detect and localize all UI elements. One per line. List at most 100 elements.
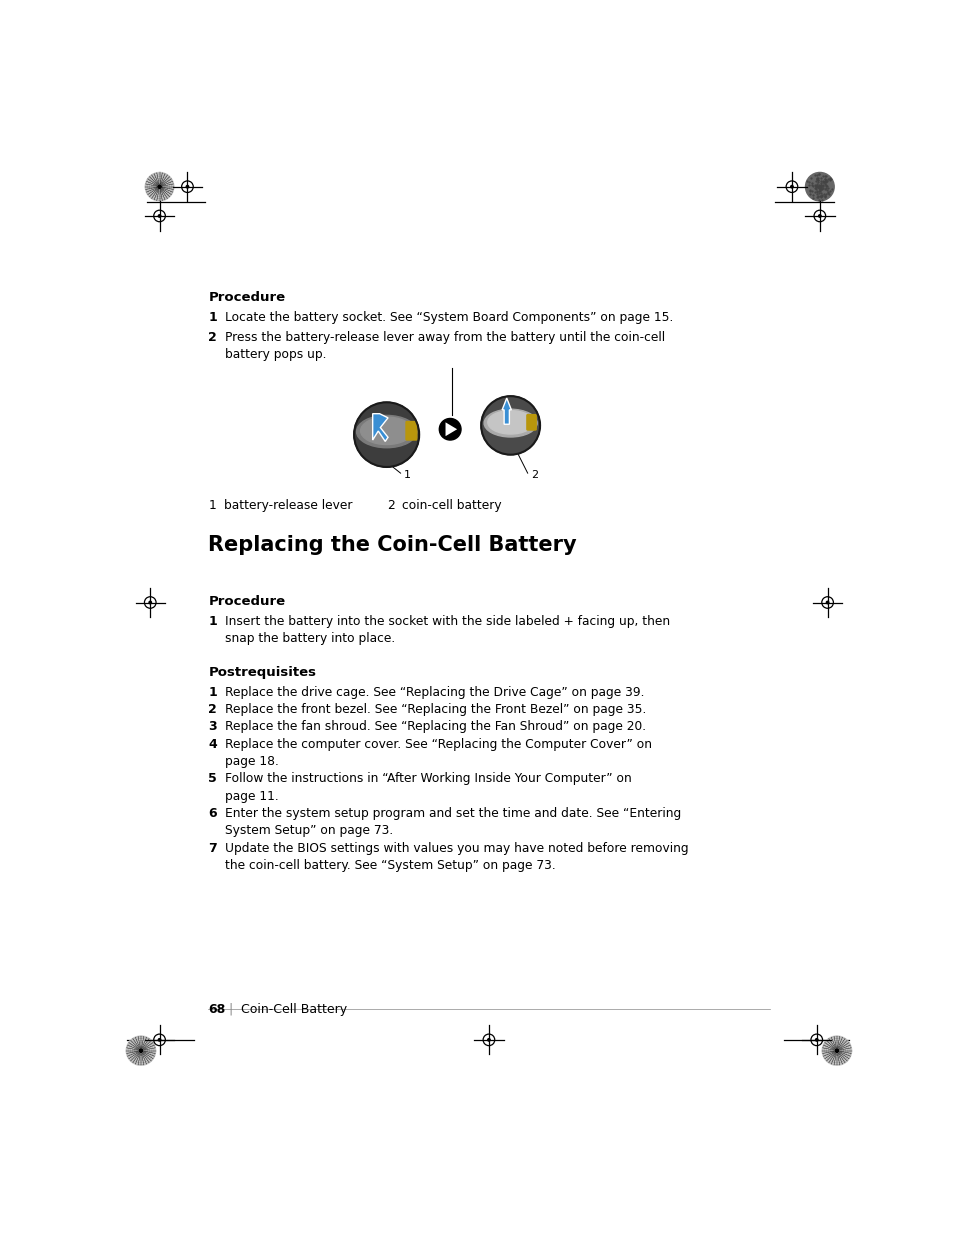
Circle shape [186, 185, 189, 188]
Circle shape [149, 177, 171, 198]
Circle shape [822, 1037, 850, 1065]
Circle shape [828, 1042, 844, 1058]
Ellipse shape [483, 409, 537, 437]
Circle shape [135, 1045, 147, 1056]
Circle shape [790, 185, 792, 188]
Text: 1: 1 [403, 471, 410, 480]
Circle shape [137, 1047, 145, 1055]
Circle shape [147, 174, 172, 199]
Circle shape [831, 1046, 841, 1055]
Circle shape [130, 1040, 152, 1062]
Text: 4: 4 [208, 737, 217, 751]
Text: 1: 1 [208, 615, 217, 627]
Text: Procedure: Procedure [208, 595, 285, 608]
Ellipse shape [360, 417, 413, 445]
Text: Replace the front bezel. See “Replacing the Front Bezel” on page 35.: Replace the front bezel. See “Replacing … [225, 703, 646, 716]
Polygon shape [445, 422, 456, 436]
Text: page 11.: page 11. [225, 789, 279, 803]
Polygon shape [501, 398, 511, 425]
Text: Replace the computer cover. See “Replacing the Computer Cover” on: Replace the computer cover. See “Replaci… [225, 737, 652, 751]
Circle shape [439, 419, 460, 440]
Circle shape [150, 177, 170, 196]
Text: Coin-Cell Battery: Coin-Cell Battery [241, 1003, 347, 1016]
Text: Insert the battery into the socket with the side labeled + facing up, then: Insert the battery into the socket with … [225, 615, 670, 627]
Circle shape [136, 1046, 146, 1055]
Circle shape [133, 1044, 148, 1058]
Circle shape [140, 1050, 142, 1051]
Circle shape [354, 403, 418, 467]
Text: Press the battery-release lever away from the battery until the coin-cell: Press the battery-release lever away fro… [225, 331, 665, 345]
Circle shape [158, 185, 160, 188]
Circle shape [146, 173, 172, 200]
Circle shape [139, 1049, 143, 1052]
Circle shape [132, 1041, 150, 1060]
Circle shape [157, 185, 161, 189]
Circle shape [158, 1039, 161, 1041]
Text: Replacing the Coin-Cell Battery: Replacing the Coin-Cell Battery [208, 535, 577, 555]
Text: 1: 1 [208, 685, 217, 699]
Circle shape [830, 1045, 842, 1057]
Circle shape [151, 178, 169, 195]
Circle shape [157, 185, 161, 189]
Ellipse shape [356, 415, 416, 448]
Circle shape [145, 173, 173, 201]
Text: 2: 2 [386, 499, 394, 511]
Circle shape [825, 601, 828, 604]
Circle shape [825, 1040, 847, 1062]
Text: |: | [229, 1003, 233, 1016]
FancyBboxPatch shape [406, 421, 416, 440]
Text: snap the battery into place.: snap the battery into place. [225, 632, 395, 645]
Circle shape [827, 1041, 845, 1060]
Circle shape [834, 1049, 838, 1052]
Circle shape [153, 180, 166, 193]
Circle shape [139, 1049, 143, 1052]
Circle shape [832, 1047, 840, 1055]
Ellipse shape [487, 410, 533, 433]
Circle shape [815, 1039, 817, 1041]
Circle shape [152, 179, 168, 195]
Circle shape [834, 1049, 838, 1052]
Circle shape [128, 1037, 153, 1063]
Circle shape [158, 215, 161, 217]
Text: 2: 2 [208, 703, 217, 716]
Text: 2: 2 [530, 471, 537, 480]
Text: 68: 68 [208, 1003, 226, 1016]
Text: Locate the battery socket. See “System Board Components” on page 15.: Locate the battery socket. See “System B… [225, 311, 673, 325]
Circle shape [134, 1045, 147, 1057]
Circle shape [155, 183, 163, 190]
Text: Procedure: Procedure [208, 291, 285, 304]
Circle shape [823, 1037, 849, 1063]
Circle shape [129, 1039, 152, 1062]
Circle shape [132, 1042, 149, 1058]
Circle shape [154, 182, 165, 191]
Text: 2: 2 [208, 331, 217, 345]
Circle shape [826, 1041, 846, 1061]
Circle shape [833, 1047, 839, 1053]
FancyBboxPatch shape [526, 415, 536, 430]
Text: battery pops up.: battery pops up. [225, 348, 327, 362]
Circle shape [156, 184, 162, 189]
Circle shape [127, 1037, 154, 1065]
Circle shape [835, 1050, 837, 1051]
Circle shape [149, 601, 152, 604]
Circle shape [148, 175, 171, 199]
Text: Update the BIOS settings with values you may have noted before removing: Update the BIOS settings with values you… [225, 841, 688, 855]
Text: Follow the instructions in “After Working Inside Your Computer” on: Follow the instructions in “After Workin… [225, 772, 632, 785]
Circle shape [487, 1039, 490, 1041]
Circle shape [829, 1044, 843, 1058]
Circle shape [155, 183, 164, 191]
Circle shape [830, 1045, 841, 1056]
Circle shape [138, 1047, 144, 1053]
Circle shape [804, 173, 833, 201]
Text: 5: 5 [208, 772, 217, 785]
Text: Enter the system setup program and set the time and date. See “Entering: Enter the system setup program and set t… [225, 806, 681, 820]
Circle shape [131, 1041, 151, 1061]
Text: 1: 1 [208, 499, 216, 511]
Circle shape [126, 1036, 155, 1066]
Text: 1: 1 [208, 311, 217, 325]
Text: page 18.: page 18. [225, 755, 279, 768]
Text: Replace the fan shroud. See “Replacing the Fan Shroud” on page 20.: Replace the fan shroud. See “Replacing t… [225, 720, 646, 734]
Circle shape [152, 179, 167, 194]
Text: 7: 7 [208, 841, 217, 855]
Text: System Setup” on page 73.: System Setup” on page 73. [225, 824, 394, 837]
